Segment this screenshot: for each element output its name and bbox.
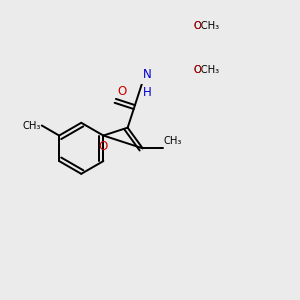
Text: O: O [118, 85, 127, 98]
Text: OCH₃: OCH₃ [193, 65, 219, 75]
Text: O: O [193, 65, 201, 75]
Text: N: N [143, 68, 152, 81]
Text: H: H [143, 86, 152, 99]
Text: O: O [193, 21, 201, 31]
Text: O: O [99, 140, 108, 153]
Text: CH₃: CH₃ [22, 121, 41, 130]
Text: CH₃: CH₃ [164, 136, 182, 146]
Text: OCH₃: OCH₃ [193, 21, 219, 31]
